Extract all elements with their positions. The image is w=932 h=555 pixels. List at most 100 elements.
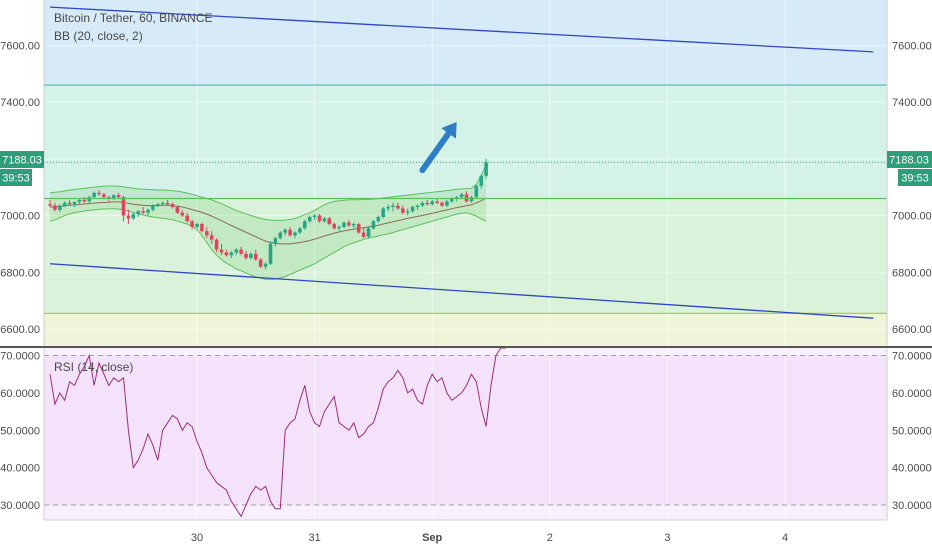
price-tick-left-4: 6800.00 (0, 267, 40, 279)
candle-body-71 (396, 205, 400, 209)
candle-body-69 (386, 207, 390, 209)
candle-50 (293, 231, 297, 239)
rsi-tick-left-1: 60.0000 (0, 388, 40, 400)
candle-body-72 (401, 208, 405, 213)
candle-body-85 (464, 194, 469, 202)
candle-body-19 (141, 211, 145, 213)
x-tick-5: 4 (782, 532, 788, 544)
price-zone-2 (44, 198, 887, 314)
candle-body-7 (82, 199, 87, 202)
candle-body-42 (254, 253, 258, 260)
candle-44 (263, 262, 268, 270)
candle-body-65 (366, 228, 371, 237)
price-badge-right: 7188.03 (889, 155, 929, 167)
candle-body-61 (347, 222, 351, 226)
candle-body-1 (53, 205, 57, 210)
candle-body-37 (229, 252, 234, 256)
candle-15 (121, 195, 126, 222)
candle-body-45 (268, 243, 273, 264)
candle-body-17 (131, 214, 136, 219)
candle-body-51 (298, 228, 302, 233)
price-tick-right-5: 6600.00 (892, 324, 932, 336)
candle-body-49 (288, 229, 292, 236)
candle-body-76 (420, 202, 425, 206)
x-tick-1: 31 (308, 532, 320, 544)
candle-84 (459, 192, 464, 199)
bb-upper-line (49, 164, 487, 221)
candle-22 (156, 202, 160, 208)
candle-body-34 (214, 239, 219, 250)
candle-body-50 (293, 232, 297, 236)
candle-69 (386, 204, 390, 212)
candle-body-21 (151, 205, 155, 210)
candle-33 (209, 231, 214, 244)
candle-body-68 (381, 208, 385, 217)
candle-62 (352, 222, 356, 229)
candle-9 (92, 191, 96, 199)
candle-body-8 (87, 197, 91, 202)
candle-51 (298, 226, 302, 234)
candle-body-28 (185, 215, 189, 222)
candle-body-36 (224, 252, 229, 256)
candle-body-81 (445, 201, 449, 206)
candle-73 (405, 208, 410, 216)
candle-body-75 (415, 205, 420, 208)
candle-5 (72, 201, 77, 208)
candle-41 (249, 252, 253, 260)
candle-body-24 (165, 202, 170, 205)
candle-body-66 (371, 221, 376, 229)
candle-body-38 (234, 249, 238, 253)
candle-32 (205, 226, 209, 239)
countdown-badge-right-bg (898, 169, 932, 186)
candle-63 (356, 222, 361, 234)
candle-26 (175, 205, 180, 215)
rsi-line (49, 347, 506, 518)
price-zones (44, 0, 887, 346)
candles (48, 158, 488, 270)
candle-body-48 (283, 229, 287, 233)
candle-body-11 (102, 194, 106, 198)
candle-body-39 (239, 249, 243, 254)
candle-70 (391, 202, 395, 212)
candle-body-86 (469, 197, 474, 202)
candle-body-31 (200, 224, 204, 232)
countdown-badge-left: 39:53 (2, 173, 30, 185)
candle-65 (366, 226, 371, 239)
candle-body-6 (77, 199, 82, 202)
candle-23 (160, 201, 165, 206)
candle-body-44 (263, 263, 268, 267)
candle-body-4 (67, 202, 72, 205)
candle-body-2 (58, 205, 62, 210)
candle-body-13 (111, 195, 116, 199)
candle-46 (273, 236, 278, 247)
candle-27 (180, 209, 185, 217)
candle-body-79 (435, 201, 439, 203)
x-tick-3: 2 (547, 532, 553, 544)
candle-body-54 (312, 215, 317, 217)
candle-66 (371, 219, 376, 230)
candle-6 (77, 198, 82, 205)
candle-75 (415, 204, 420, 210)
candle-body-41 (249, 253, 253, 259)
candle-body-60 (342, 222, 346, 227)
candle-67 (376, 215, 381, 223)
candle-body-12 (107, 197, 111, 199)
x-tick-2: Sep (422, 532, 442, 544)
candle-54 (312, 214, 317, 220)
rsi-tick-right-0: 70.0000 (892, 350, 932, 362)
candle-52 (303, 219, 307, 230)
candle-25 (170, 202, 175, 209)
rsi-tick-right-3: 40.0000 (892, 463, 932, 475)
x-tick-4: 3 (664, 532, 670, 544)
candle-body-30 (195, 224, 199, 227)
price-badge-left-bg (0, 151, 44, 168)
candle-body-14 (116, 195, 121, 198)
rsi-tick-left-0: 70.0000 (0, 350, 40, 362)
candle-38 (234, 248, 238, 256)
candle-40 (244, 250, 248, 260)
candle-57 (327, 216, 332, 226)
candle-body-64 (361, 232, 366, 237)
candle-body-15 (121, 197, 126, 216)
